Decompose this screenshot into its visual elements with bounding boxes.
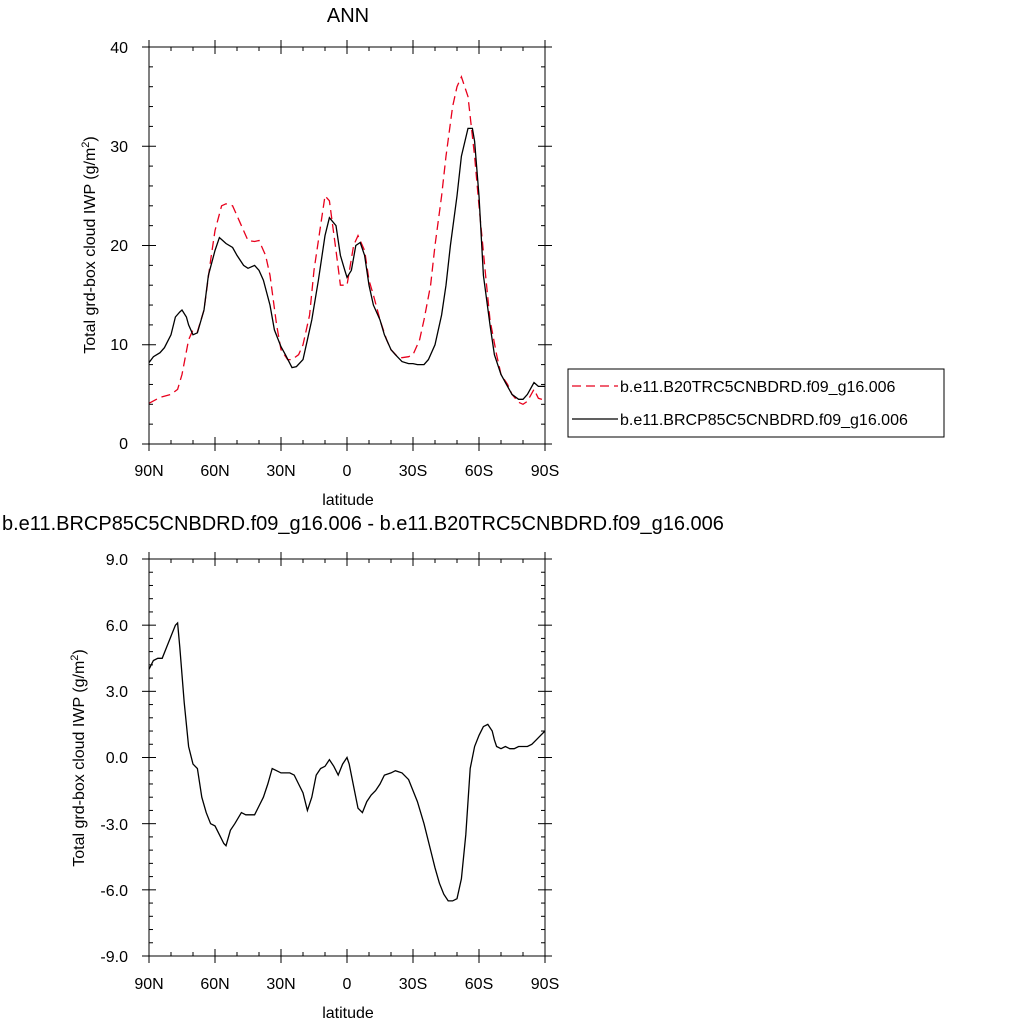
- legend-label-historical: b.e11.B20TRC5CNBDRD.f09_g16.006: [620, 379, 896, 396]
- legend-box: [567, 368, 945, 438]
- y-tick-label: 9.0: [106, 552, 128, 569]
- series-line-rcp85: [148, 127, 545, 400]
- x-tick-label: 0: [343, 976, 352, 993]
- y-tick-label: 3.0: [106, 684, 128, 701]
- x-tick-label: 30N: [266, 976, 295, 993]
- bottom-x-tick-labels: 90N 60N 30N 0 30S 60S 90S: [134, 976, 559, 993]
- x-tick-label: 60S: [465, 976, 493, 993]
- series-line-historical: [148, 75, 546, 406]
- x-tick-label: 60N: [200, 976, 229, 993]
- series-line-difference: [148, 621, 546, 902]
- x-tick-label: 30N: [266, 463, 295, 480]
- x-tick-label: 90N: [134, 976, 163, 993]
- top-plot-frame: [148, 46, 546, 445]
- y-tick-label: 0.0: [106, 750, 128, 767]
- y-tick-label: -9.0: [100, 949, 128, 966]
- top-chart: ANN 90N 60N 30N 0 30S 60S 90S 0 10 20 30…: [80, 5, 945, 509]
- legend-label-rcp85: b.e11.BRCP85C5CNBDRD.f09_g16.006: [620, 412, 908, 429]
- bottom-y-tick-labels: -9.0 -6.0 -3.0 0.0 3.0 6.0 9.0: [100, 552, 128, 966]
- bottom-axis-ticks: [142, 552, 552, 963]
- y-tick-label: 6.0: [106, 618, 128, 635]
- legend: b.e11.B20TRC5CNBDRD.f09_g16.006 b.e11.BR…: [567, 368, 945, 438]
- x-tick-label: 90S: [531, 463, 559, 480]
- x-tick-label: 60S: [465, 463, 493, 480]
- bottom-y-axis-label: Total grd-box cloud IWP (g/m2): [69, 649, 88, 866]
- bottom-x-axis-label: latitude: [322, 1005, 374, 1022]
- top-axis-ticks: [142, 40, 552, 451]
- x-tick-label: 0: [343, 463, 352, 480]
- y-tick-label: 10: [110, 337, 128, 354]
- top-x-tick-labels: 90N 60N 30N 0 30S 60S 90S: [134, 463, 559, 480]
- x-tick-label: 60N: [200, 463, 229, 480]
- top-x-axis-label: latitude: [322, 492, 374, 509]
- y-tick-label: -3.0: [100, 817, 128, 834]
- x-tick-label: 30S: [399, 463, 427, 480]
- x-tick-label: 90S: [531, 976, 559, 993]
- top-chart-title: ANN: [327, 5, 369, 27]
- top-plot-lines: [148, 75, 546, 406]
- y-tick-label: 0: [119, 436, 128, 453]
- bottom-plot-lines: [148, 621, 546, 902]
- x-tick-label: 30S: [399, 976, 427, 993]
- bottom-chart-title: b.e11.BRCP85C5CNBDRD.f09_g16.006 - b.e11…: [2, 513, 724, 535]
- x-tick-label: 90N: [134, 463, 163, 480]
- y-tick-label: 40: [110, 40, 128, 57]
- top-y-axis-label: Total grd-box cloud IWP (g/m2): [80, 136, 99, 353]
- y-tick-label: 20: [110, 238, 128, 255]
- bottom-chart: b.e11.BRCP85C5CNBDRD.f09_g16.006 - b.e11…: [2, 513, 724, 1022]
- y-tick-label: -6.0: [100, 883, 128, 900]
- y-tick-label: 30: [110, 139, 128, 156]
- top-y-tick-labels: 0 10 20 30 40: [110, 40, 128, 453]
